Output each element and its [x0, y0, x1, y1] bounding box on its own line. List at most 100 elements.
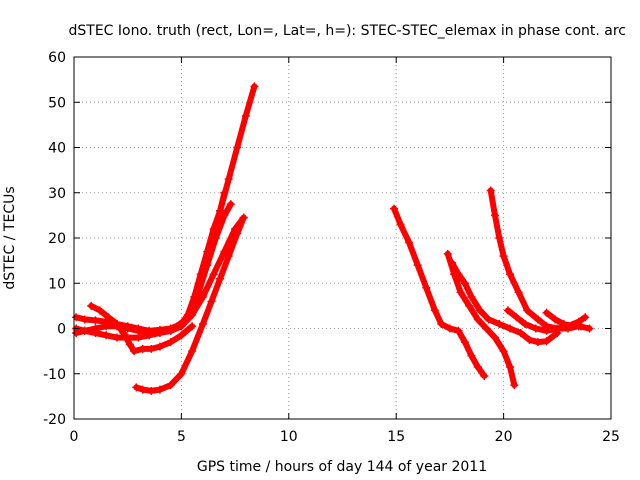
plus-marker [188, 347, 197, 356]
plus-marker [220, 247, 229, 256]
plus-marker [531, 324, 540, 333]
data-series [72, 82, 594, 395]
plus-marker [130, 347, 139, 356]
plus-marker [510, 381, 519, 390]
plus-marker [581, 313, 590, 322]
plus-marker [521, 319, 530, 328]
chart-title: dSTEC Iono. truth (rect, Lon=, Lat=, h=)… [69, 23, 626, 39]
plus-marker [542, 337, 551, 346]
plus-marker [209, 270, 218, 279]
plus-marker [460, 279, 469, 288]
plus-marker [486, 186, 495, 195]
plus-marker [198, 270, 207, 279]
grid-lines [74, 57, 611, 419]
x-tick-label: 5 [177, 429, 186, 445]
plus-marker [568, 322, 577, 331]
plus-marker [80, 326, 89, 335]
plus-marker [473, 315, 482, 324]
plus-marker [72, 313, 81, 322]
plus-marker [437, 319, 446, 328]
plus-marker [181, 315, 190, 324]
plus-marker [525, 335, 534, 344]
series-track [486, 186, 594, 333]
plus-marker [491, 211, 500, 220]
plus-marker [134, 333, 143, 342]
plus-marker [138, 344, 147, 353]
plus-marker [506, 362, 515, 371]
plus-marker [430, 306, 439, 315]
y-tick-label: -10 [43, 367, 66, 383]
plus-marker [134, 326, 143, 335]
series-track [542, 308, 585, 331]
plus-marker [91, 316, 100, 325]
series-line [174, 83, 258, 330]
plus-marker [514, 288, 523, 297]
plus-marker [506, 324, 515, 333]
plus-marker [95, 306, 104, 315]
series-track [72, 200, 235, 338]
plus-marker [553, 324, 562, 333]
y-tick-label: 0 [57, 322, 66, 338]
plus-marker [542, 326, 551, 335]
plus-marker [473, 362, 482, 371]
plus-marker [480, 372, 489, 381]
plus-marker [516, 329, 525, 338]
plus-marker [484, 315, 493, 324]
plus-marker [102, 331, 111, 340]
y-tick-label: 10 [48, 276, 66, 292]
series-track [132, 213, 248, 395]
y-axis-label: dSTEC / TECUs [2, 186, 18, 289]
plus-marker [104, 313, 113, 322]
plus-marker [188, 322, 197, 331]
plus-marker [132, 383, 141, 392]
y-tick-label: 40 [48, 141, 66, 157]
axis-ticks: 0 5 10 15 20 25 -20 -10 0 10 20 30 40 50 60 [43, 50, 620, 445]
plus-marker [145, 331, 154, 340]
plus-marker [166, 338, 175, 347]
y-tick-label: 20 [48, 231, 66, 247]
plus-marker [456, 288, 465, 297]
y-tick-label: -20 [43, 412, 66, 428]
plus-marker [198, 319, 207, 328]
plus-marker [460, 338, 469, 347]
plus-marker [226, 200, 235, 209]
plus-marker [138, 385, 147, 394]
plus-marker [91, 329, 100, 338]
plus-marker [405, 238, 414, 247]
y-tick-label: 60 [48, 50, 66, 66]
plus-marker [559, 319, 568, 328]
plus-marker [198, 292, 207, 301]
plus-marker [448, 258, 457, 267]
plus-marker [80, 315, 89, 324]
plus-marker [495, 319, 504, 328]
plus-marker [224, 175, 233, 184]
plus-marker [239, 213, 248, 222]
plus-marker [533, 338, 542, 347]
series-track [87, 301, 197, 356]
plus-marker [166, 326, 175, 335]
plus-marker [123, 324, 132, 333]
plus-marker [467, 292, 476, 301]
plus-marker [155, 329, 164, 338]
plus-marker [119, 329, 128, 338]
plus-marker [147, 386, 156, 395]
plus-marker [207, 297, 216, 306]
plus-marker [390, 204, 399, 213]
plus-marker [506, 270, 515, 279]
plus-marker [482, 324, 491, 333]
plus-marker [155, 342, 164, 351]
series-track [443, 249, 519, 390]
x-tick-label: 20 [495, 429, 513, 445]
plus-marker [166, 381, 175, 390]
plus-marker [576, 322, 585, 331]
plus-marker [396, 220, 405, 229]
y-tick-label: 30 [48, 186, 66, 202]
plus-marker [147, 344, 156, 353]
plus-marker [499, 347, 508, 356]
plus-marker [551, 315, 560, 324]
plus-marker [585, 324, 594, 333]
series-track [72, 213, 248, 342]
x-tick-label: 10 [280, 429, 298, 445]
series-track [390, 204, 489, 381]
